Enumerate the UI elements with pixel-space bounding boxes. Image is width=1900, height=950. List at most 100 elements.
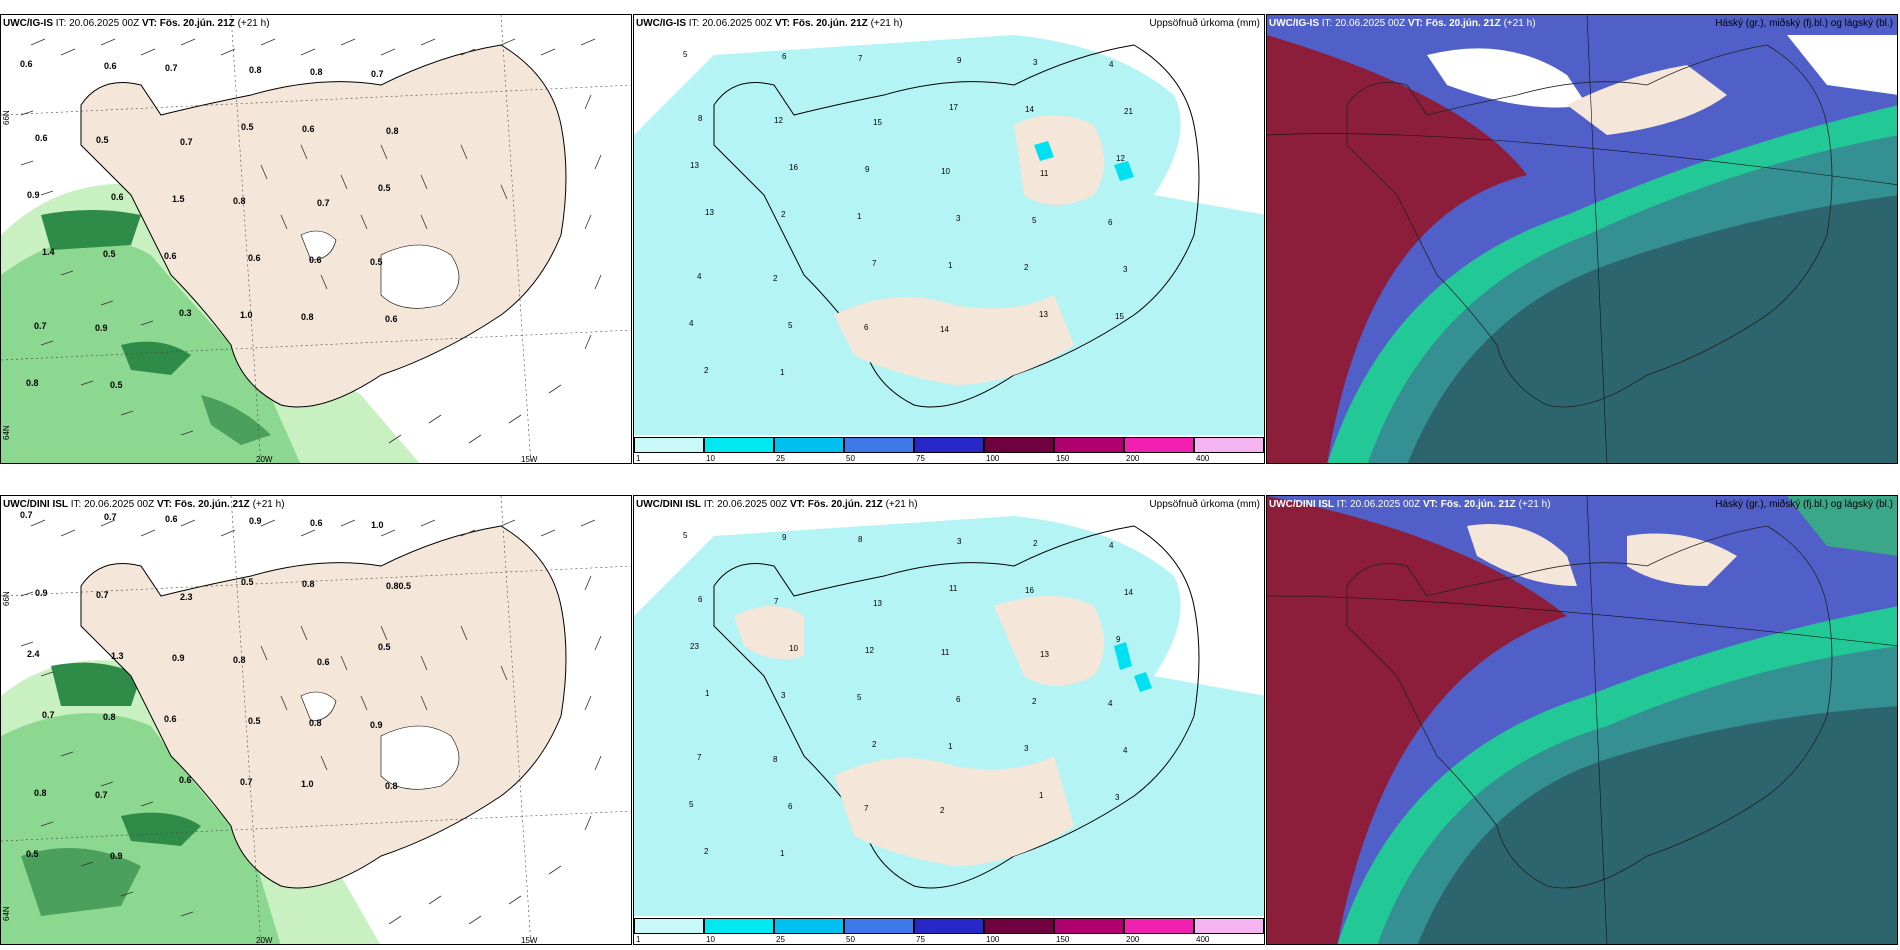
- value-label: 1: [780, 368, 785, 377]
- value-label: 14: [940, 325, 949, 334]
- value-label: 0.8: [310, 67, 323, 77]
- value-label: 7: [774, 597, 779, 606]
- lead-time: (+21 h): [1503, 18, 1536, 29]
- colorbar-swatch: [774, 437, 844, 453]
- lon-label: 15W: [521, 936, 538, 945]
- value-label: 0.5: [378, 183, 391, 193]
- value-label: 5: [1032, 216, 1037, 225]
- value-label: 5: [788, 321, 793, 330]
- value-label: 0.8: [302, 579, 315, 589]
- colorbar-swatch: [844, 437, 914, 453]
- cloud-header-row2: UWC/DINI ISL IT: 20.06.2025 00Z VT: Fös.…: [1269, 499, 1551, 510]
- value-label: 3: [1033, 58, 1038, 67]
- value-label: 1: [1039, 791, 1044, 800]
- value-label: 0.7: [104, 512, 117, 522]
- value-label: 5: [683, 50, 688, 59]
- value-label: 1.4: [42, 247, 55, 257]
- value-label: 0.8: [34, 788, 47, 798]
- value-label: 0.5: [248, 716, 261, 726]
- value-label: 2: [940, 806, 945, 815]
- value-label: 0.7: [371, 69, 384, 79]
- value-label: 1.5: [172, 194, 185, 204]
- value-label: 2: [1024, 263, 1029, 272]
- colorbar-label: 400: [1196, 454, 1210, 463]
- precip-colorbar: 1 10 25 50 75 100 150 200 400: [634, 918, 1264, 944]
- wind-header-row2: UWC/DINI ISL IT: 20.06.2025 00Z VT: Fös.…: [3, 499, 285, 510]
- value-label: 0.6: [20, 59, 33, 69]
- init-time: 20.06.2025 00Z: [69, 18, 140, 29]
- colorbar-swatch: [1054, 437, 1124, 453]
- colorbar-swatch: [1194, 437, 1264, 453]
- value-label: 12: [865, 646, 874, 655]
- value-label: 0.7: [20, 510, 33, 520]
- value-label: 0.8: [103, 712, 116, 722]
- value-label: 0.9: [35, 588, 48, 598]
- colorbar-label: 25: [776, 935, 785, 944]
- value-label: 1.3: [111, 651, 124, 661]
- wind-map-row1: 0.6 0.6 0.7 0.8 0.8 0.7 0.6 0.5 0.7 0.5 0.6 0.8 0.9 0…: [1, 15, 631, 463]
- value-label: 0.6: [165, 514, 178, 524]
- colorbar-swatch: [634, 437, 704, 453]
- colorbar-swatch: [914, 918, 984, 934]
- precip-title: Uppsöfnuð úrkoma (mm): [1149, 18, 1260, 29]
- value-label: 21: [1124, 107, 1133, 116]
- precip-panel-row2: 5 9 8 3 2 4 6 7 13 11 16 14 23 10 12 11 13 9 1 3 5 6 2 4 7 8 2 1 3 4 5…: [633, 495, 1265, 945]
- value-label: 0.6: [385, 314, 398, 324]
- precip-colorbar: 1 10 25 50 75 100 150 200 400: [634, 437, 1264, 463]
- value-label: 2.4: [27, 649, 40, 659]
- valid-time: Fös. 20.jún. 21Z: [792, 18, 868, 29]
- valid-time: Fös. 20.jún. 21Z: [159, 18, 235, 29]
- value-label: 6: [698, 595, 703, 604]
- colorbar-label: 10: [706, 935, 715, 944]
- valid-time: Fös. 20.jún. 21Z: [1440, 499, 1516, 510]
- value-label: 13: [873, 599, 882, 608]
- value-label: 6: [956, 695, 961, 704]
- lead-time: (+21 h): [252, 499, 285, 510]
- value-label: 0.6: [310, 518, 323, 528]
- value-label: 0.7: [240, 777, 253, 787]
- cloud-panel-row2: UWC/DINI ISL IT: 20.06.2025 00Z VT: Fös.…: [1266, 495, 1898, 945]
- value-label: 0.5: [103, 249, 116, 259]
- wind-panel-row1: 0.6 0.6 0.7 0.8 0.8 0.7 0.6 0.5 0.7 0.5 0.6 0.8 0.9 0…: [0, 14, 632, 464]
- wind-map-row2: 0.7 0.7 0.6 0.9 0.6 1.00.9 0.7 2.30.5 0.8 0.80.52…: [1, 496, 631, 944]
- lon-label: 15W: [521, 455, 538, 464]
- value-label: 2: [704, 366, 709, 375]
- value-label: 0.8: [309, 718, 322, 728]
- value-label: 1.0: [371, 520, 384, 530]
- value-label: 4: [1109, 60, 1114, 69]
- model-name: UWC/DINI ISL: [636, 499, 701, 510]
- value-label: 6: [788, 802, 793, 811]
- model-name: UWC/DINI ISL: [1269, 499, 1334, 510]
- colorbar-label: 400: [1196, 935, 1210, 944]
- colorbar-label: 25: [776, 454, 785, 463]
- valid-time: Fös. 20.jún. 21Z: [174, 499, 250, 510]
- value-label: 0.8: [385, 781, 398, 791]
- value-label: 6: [782, 52, 787, 61]
- value-label: 0.7: [34, 321, 47, 331]
- value-label: 1: [948, 742, 953, 751]
- colorbar-swatch: [984, 437, 1054, 453]
- value-label: 0.3: [179, 308, 192, 318]
- value-label: 17: [949, 103, 958, 112]
- value-label: 0.6: [302, 124, 315, 134]
- value-label: 13: [705, 208, 714, 217]
- colorbar-swatch: [1194, 918, 1264, 934]
- value-label: 7: [697, 753, 702, 762]
- value-label: 3: [1024, 744, 1029, 753]
- model-name: UWC/IG-IS: [1269, 18, 1319, 29]
- model-name: UWC/IG-IS: [3, 18, 53, 29]
- value-label: 1.0: [240, 310, 253, 320]
- lat-label: 64N: [2, 425, 11, 440]
- valid-time: Fös. 20.jún. 21Z: [807, 499, 883, 510]
- value-label: 13: [690, 161, 699, 170]
- colorbar-swatch: [984, 918, 1054, 934]
- value-label: 5: [857, 693, 862, 702]
- value-label: 14: [1124, 588, 1133, 597]
- value-label: 0.9: [249, 516, 262, 526]
- value-label: 8: [698, 114, 703, 123]
- value-label: 0.8: [249, 65, 262, 75]
- colorbar-label: 75: [916, 935, 925, 944]
- value-label: 2: [1033, 539, 1038, 548]
- colorbar-label: 200: [1126, 935, 1140, 944]
